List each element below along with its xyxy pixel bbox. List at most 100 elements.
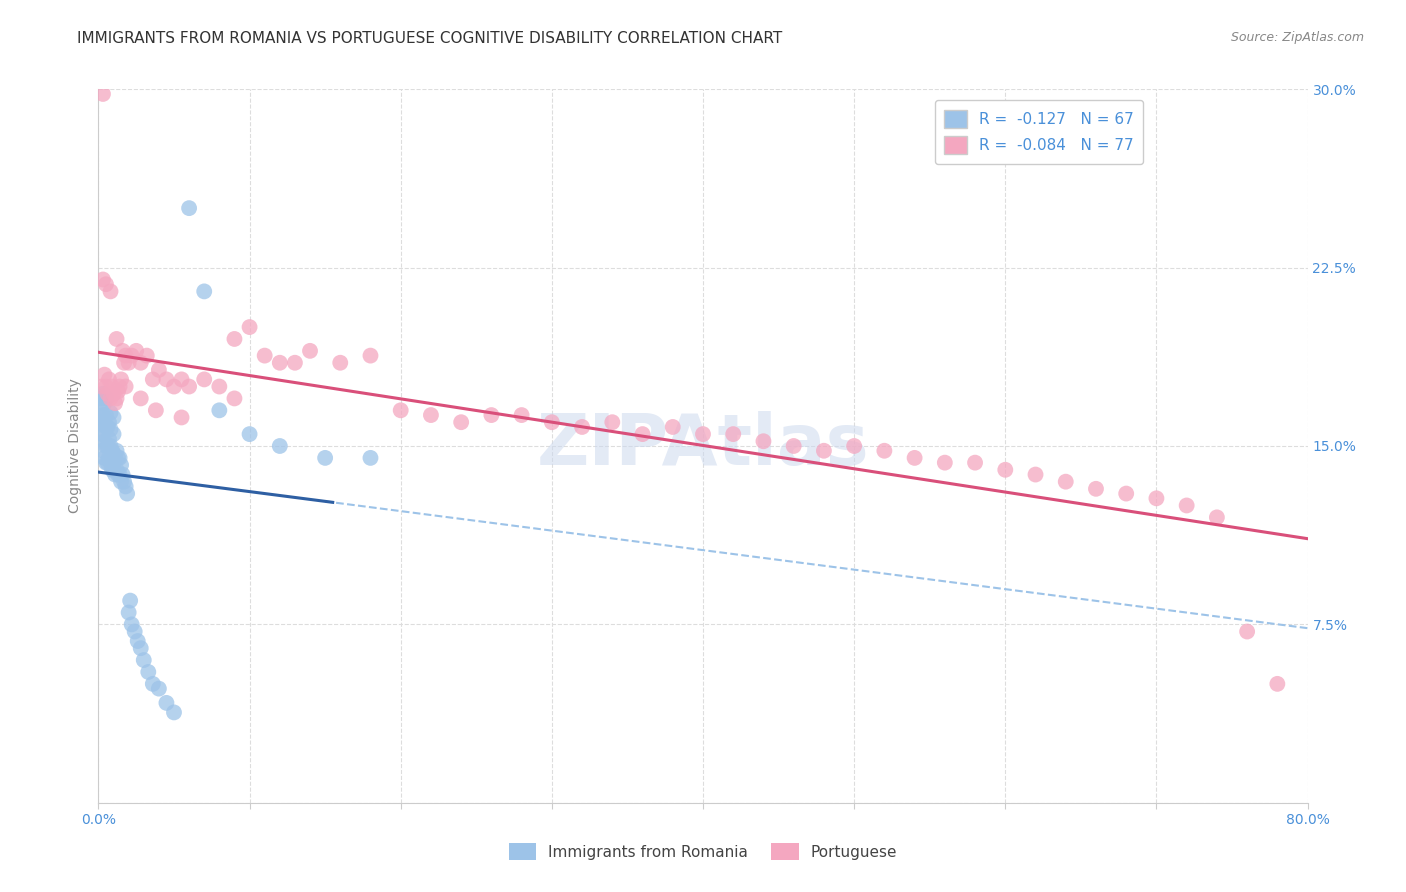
Point bbox=[163, 706, 186, 720]
Point bbox=[420, 408, 443, 422]
Point bbox=[1144, 491, 1167, 506]
Point bbox=[94, 408, 117, 422]
Point bbox=[111, 467, 134, 482]
Point bbox=[1206, 510, 1229, 524]
Point bbox=[100, 439, 122, 453]
Point bbox=[208, 403, 231, 417]
Legend: Immigrants from Romania, Portuguese: Immigrants from Romania, Portuguese bbox=[502, 837, 904, 866]
Point bbox=[114, 379, 136, 393]
Point bbox=[129, 392, 152, 406]
Point bbox=[110, 475, 132, 489]
Point bbox=[170, 372, 193, 386]
Point bbox=[904, 450, 927, 465]
Point bbox=[193, 285, 215, 299]
Point bbox=[101, 443, 124, 458]
Point bbox=[155, 696, 177, 710]
Point bbox=[112, 356, 135, 370]
Point bbox=[98, 432, 121, 446]
Point bbox=[105, 443, 128, 458]
Point bbox=[844, 439, 866, 453]
Point bbox=[96, 439, 118, 453]
Point bbox=[93, 415, 115, 429]
Point bbox=[170, 410, 193, 425]
Point bbox=[752, 434, 775, 449]
Point bbox=[148, 363, 170, 377]
Point bbox=[120, 593, 142, 607]
Point bbox=[90, 427, 112, 442]
Point bbox=[450, 415, 472, 429]
Point bbox=[284, 356, 307, 370]
Point bbox=[93, 450, 115, 465]
Point bbox=[145, 403, 167, 417]
Point bbox=[692, 427, 714, 442]
Point bbox=[94, 456, 117, 470]
Point bbox=[155, 372, 177, 386]
Point bbox=[89, 396, 111, 410]
Point bbox=[91, 427, 114, 442]
Point bbox=[269, 439, 291, 453]
Point bbox=[661, 420, 683, 434]
Point bbox=[108, 379, 131, 393]
Point bbox=[110, 458, 132, 472]
Point bbox=[142, 677, 165, 691]
Point bbox=[114, 479, 136, 493]
Point bbox=[94, 420, 117, 434]
Point bbox=[135, 349, 157, 363]
Point bbox=[107, 467, 129, 482]
Point bbox=[94, 392, 117, 406]
Text: IMMIGRANTS FROM ROMANIA VS PORTUGUESE COGNITIVE DISABILITY CORRELATION CHART: IMMIGRANTS FROM ROMANIA VS PORTUGUESE CO… bbox=[77, 31, 783, 46]
Text: Source: ZipAtlas.com: Source: ZipAtlas.com bbox=[1230, 31, 1364, 45]
Point bbox=[101, 463, 124, 477]
Point bbox=[105, 332, 128, 346]
Point bbox=[299, 343, 322, 358]
Point bbox=[994, 463, 1017, 477]
Point bbox=[540, 415, 562, 429]
Point bbox=[389, 403, 412, 417]
Point bbox=[105, 392, 128, 406]
Point bbox=[571, 420, 593, 434]
Point bbox=[111, 343, 134, 358]
Point bbox=[1236, 624, 1258, 639]
Point bbox=[1054, 475, 1077, 489]
Point bbox=[91, 87, 114, 101]
Point bbox=[103, 463, 125, 477]
Point bbox=[91, 443, 114, 458]
Point bbox=[148, 681, 170, 696]
Point bbox=[163, 379, 186, 393]
Point bbox=[100, 456, 122, 470]
Point bbox=[125, 343, 148, 358]
Point bbox=[91, 408, 114, 422]
Point bbox=[98, 450, 121, 465]
Point bbox=[96, 420, 118, 434]
Point bbox=[224, 392, 246, 406]
Point bbox=[481, 408, 503, 422]
Point bbox=[107, 450, 129, 465]
Point bbox=[239, 427, 262, 442]
Point bbox=[1085, 482, 1108, 496]
Point bbox=[104, 467, 127, 482]
Point bbox=[1267, 677, 1289, 691]
Point bbox=[224, 332, 246, 346]
Point bbox=[329, 356, 352, 370]
Point bbox=[118, 606, 141, 620]
Point bbox=[90, 410, 112, 425]
Point bbox=[103, 386, 125, 401]
Point bbox=[631, 427, 654, 442]
Point bbox=[208, 379, 231, 393]
Point bbox=[89, 415, 111, 429]
Point bbox=[107, 384, 129, 399]
Point bbox=[96, 456, 118, 470]
Point bbox=[360, 349, 382, 363]
Point bbox=[96, 386, 118, 401]
Point bbox=[873, 443, 896, 458]
Point bbox=[239, 320, 262, 334]
Point bbox=[108, 467, 131, 482]
Point bbox=[129, 641, 152, 656]
Point bbox=[783, 439, 806, 453]
Point bbox=[94, 379, 117, 393]
Point bbox=[101, 379, 124, 393]
Point bbox=[100, 285, 122, 299]
Point bbox=[115, 486, 138, 500]
Point bbox=[179, 379, 201, 393]
Point bbox=[1115, 486, 1137, 500]
